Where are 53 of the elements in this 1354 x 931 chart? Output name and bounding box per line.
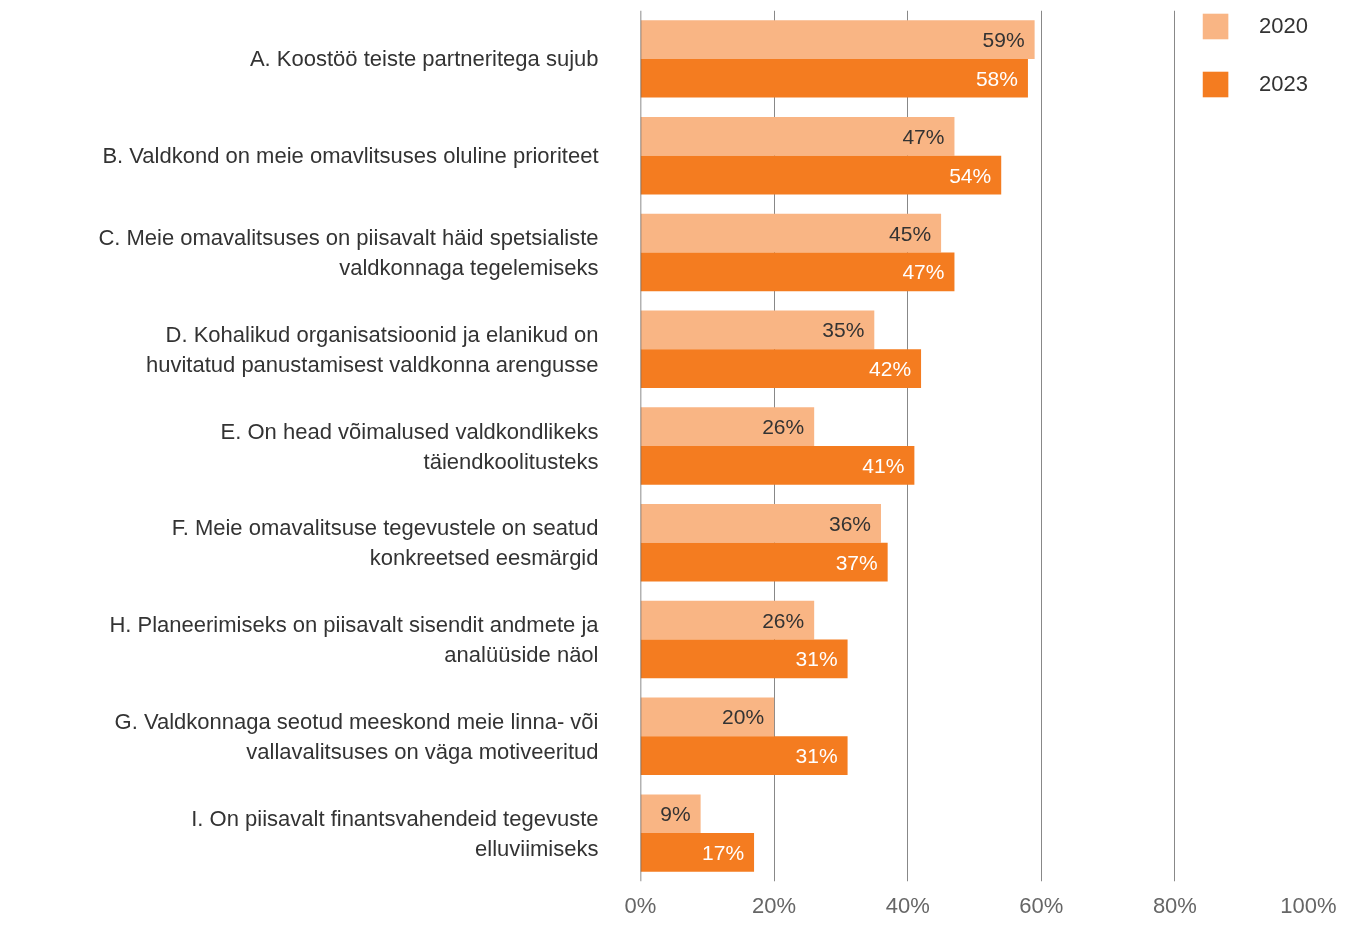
x-tick-label: 40% [885, 892, 930, 918]
data-label: 31% [795, 647, 838, 671]
bar [640, 310, 875, 350]
bar [640, 504, 881, 543]
data-label: 45% [889, 221, 932, 245]
bar [640, 600, 815, 640]
y-tick-label: C. Meie omavalitsuses on piisavalt häid spetsialiste valdkonnaga tegelemiseks [98, 224, 599, 280]
y-tick-label: E. On head võimalused valdkondlikeks täiendkoolitusteks [220, 418, 599, 474]
y-tick-label: G. Valdkonnaga seotud meeskond meie linna- või vallavalitsuses on väga motiveeritud [114, 708, 599, 764]
x-tick-label: 80% [1152, 892, 1197, 918]
data-label: 58% [975, 66, 1018, 90]
data-label: 17% [702, 840, 745, 864]
bar [640, 58, 1028, 98]
data-label: 9% [660, 802, 691, 826]
y-tick-label: F. Meie omavalitsuse tegevustele on seatud konkreetsed eesmärgid [171, 515, 599, 571]
data-label: 54% [949, 163, 992, 187]
bar [640, 833, 755, 872]
bar [640, 213, 942, 253]
bar [640, 20, 1035, 59]
x-tick-label: 0% [624, 892, 657, 918]
data-label: 31% [795, 744, 838, 768]
bar [640, 794, 701, 834]
y-tick-label: A. Koostöö teiste partneritega sujub [249, 46, 599, 72]
bar [640, 736, 848, 776]
bar [640, 407, 815, 446]
x-tick-label: 60% [1019, 892, 1064, 918]
legend-label: 2023 [1259, 71, 1308, 97]
y-tick-label: H. Planeerimiseks on piisavalt sisendit andmete ja analüüside näol [109, 612, 600, 668]
data-label: 42% [869, 357, 912, 381]
bar [640, 542, 888, 582]
data-label: 35% [822, 318, 865, 342]
y-tick-label: D. Kohalikud organisatsioonid ja elanikud on huvitatud panustamisest valdkonna arengusse [145, 321, 599, 377]
data-label: 26% [762, 608, 805, 632]
bar [640, 697, 775, 737]
data-label: 47% [902, 124, 945, 148]
bar [640, 116, 955, 156]
bar [640, 155, 1002, 195]
bar [640, 349, 922, 388]
y-tick-label: I. On piisavalt finantsvahendeid tegevuste elluviimiseks [191, 805, 599, 861]
data-label: 36% [828, 511, 871, 535]
data-label: 47% [902, 260, 945, 284]
data-label: 26% [762, 415, 805, 439]
bar [640, 446, 915, 485]
x-tick-label: 100% [1280, 892, 1337, 918]
data-label: 41% [862, 453, 905, 477]
y-tick-label: B. Valdkond on meie omavlitsuses oluline prioriteet [102, 143, 599, 169]
data-label: 59% [982, 28, 1025, 52]
bar [640, 639, 848, 679]
data-label: 37% [835, 550, 878, 574]
bar [640, 252, 955, 292]
data-label: 20% [722, 705, 765, 729]
x-tick-label: 20% [752, 892, 797, 918]
legend-label: 2020 [1259, 13, 1308, 39]
